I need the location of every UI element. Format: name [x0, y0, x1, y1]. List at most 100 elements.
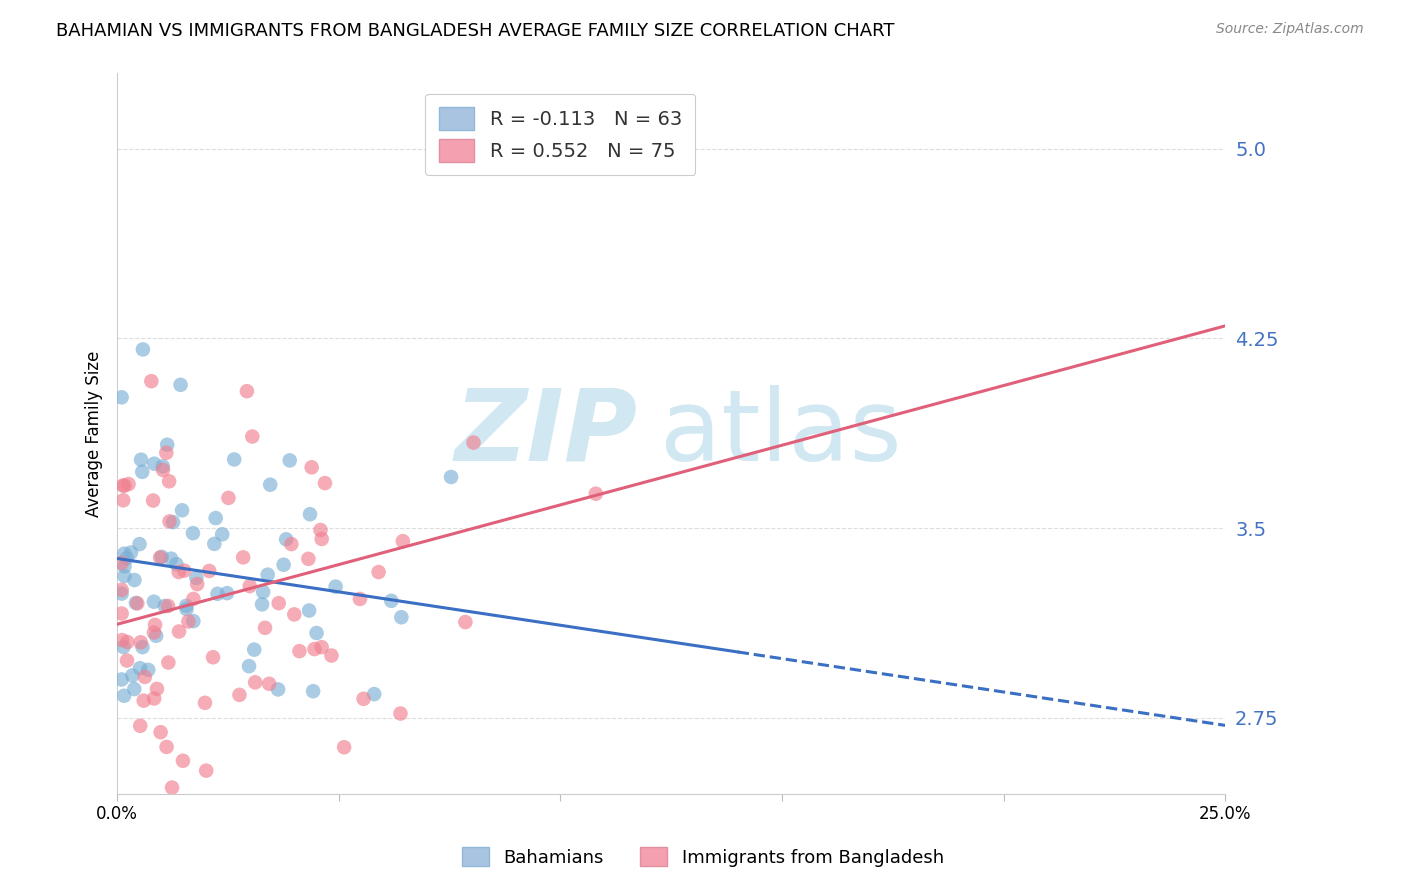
Point	[157, 599, 180, 613]
Point	[267, 596, 290, 610]
Text: BAHAMIAN VS IMMIGRANTS FROM BANGLADESH AVERAGE FAMILY SIZE CORRELATION CHART: BAHAMIAN VS IMMIGRANTS FROM BANGLADESH A…	[56, 22, 894, 40]
Text: atlas: atlas	[661, 384, 901, 482]
Point	[321, 648, 343, 663]
Point	[177, 615, 200, 629]
Point	[252, 585, 274, 599]
Point	[149, 550, 172, 565]
Point	[114, 569, 136, 583]
Point	[132, 343, 155, 357]
Point	[142, 625, 165, 640]
Point	[131, 640, 153, 654]
Point	[150, 549, 173, 564]
Point	[127, 596, 149, 610]
Point	[186, 571, 208, 585]
Point	[311, 532, 333, 546]
Point	[278, 453, 301, 467]
Point	[162, 515, 184, 529]
Point	[111, 390, 134, 404]
Point	[301, 460, 323, 475]
Point	[167, 624, 190, 639]
Point	[112, 640, 135, 654]
Point	[333, 740, 356, 755]
Point	[181, 526, 204, 541]
Point	[173, 799, 195, 814]
Point	[155, 739, 177, 754]
Point	[311, 640, 333, 654]
Point	[111, 633, 134, 648]
Legend: R = -0.113   N = 63, R = 0.552   N = 75: R = -0.113 N = 63, R = 0.552 N = 75	[426, 94, 696, 176]
Point	[115, 551, 138, 566]
Point	[259, 477, 281, 491]
Point	[153, 599, 176, 613]
Point	[132, 693, 155, 707]
Point	[176, 599, 198, 613]
Text: Source: ZipAtlas.com: Source: ZipAtlas.com	[1216, 22, 1364, 37]
Point	[305, 626, 328, 640]
Point	[302, 684, 325, 698]
Text: ZIP: ZIP	[456, 384, 638, 482]
Point	[112, 493, 135, 508]
Point	[143, 618, 166, 632]
Point	[172, 754, 194, 768]
Point	[128, 537, 150, 551]
Point	[186, 577, 208, 591]
Point	[463, 435, 485, 450]
Point	[454, 615, 477, 629]
Point	[129, 452, 152, 467]
Point	[143, 691, 166, 706]
Point	[298, 508, 321, 522]
Point	[183, 591, 205, 606]
Legend: Bahamians, Immigrants from Bangladesh: Bahamians, Immigrants from Bangladesh	[456, 840, 950, 874]
Point	[120, 545, 142, 559]
Point	[117, 477, 139, 491]
Point	[198, 564, 221, 578]
Point	[367, 565, 389, 579]
Point	[176, 602, 198, 616]
Point	[228, 688, 250, 702]
Point	[267, 682, 290, 697]
Point	[111, 582, 134, 597]
Point	[207, 587, 229, 601]
Point	[314, 476, 336, 491]
Point	[111, 607, 134, 621]
Point	[585, 486, 607, 500]
Point	[152, 459, 174, 474]
Point	[195, 764, 218, 778]
Point	[155, 446, 177, 460]
Point	[129, 635, 152, 649]
Point	[309, 523, 332, 537]
Point	[111, 673, 134, 687]
Point	[160, 551, 183, 566]
Point	[160, 780, 183, 795]
Point	[239, 579, 262, 593]
Point	[202, 650, 225, 665]
Point	[169, 377, 191, 392]
Point	[131, 465, 153, 479]
Point	[129, 661, 152, 675]
Point	[257, 677, 280, 691]
Point	[440, 470, 463, 484]
Point	[217, 491, 239, 505]
Point	[149, 725, 172, 739]
Point	[157, 656, 180, 670]
Point	[111, 586, 134, 600]
Point	[389, 706, 412, 721]
Point	[111, 556, 134, 570]
Point	[253, 621, 276, 635]
Point	[202, 537, 225, 551]
Point	[256, 567, 278, 582]
Point	[181, 797, 204, 812]
Point	[224, 452, 246, 467]
Point	[152, 463, 174, 477]
Point	[156, 438, 179, 452]
Point	[125, 596, 148, 610]
Point	[250, 598, 273, 612]
Point	[325, 580, 347, 594]
Point	[134, 670, 156, 684]
Point	[162, 799, 184, 814]
Point	[112, 478, 135, 492]
Point	[142, 493, 165, 508]
Point	[238, 659, 260, 673]
Point	[121, 668, 143, 682]
Point	[298, 603, 321, 617]
